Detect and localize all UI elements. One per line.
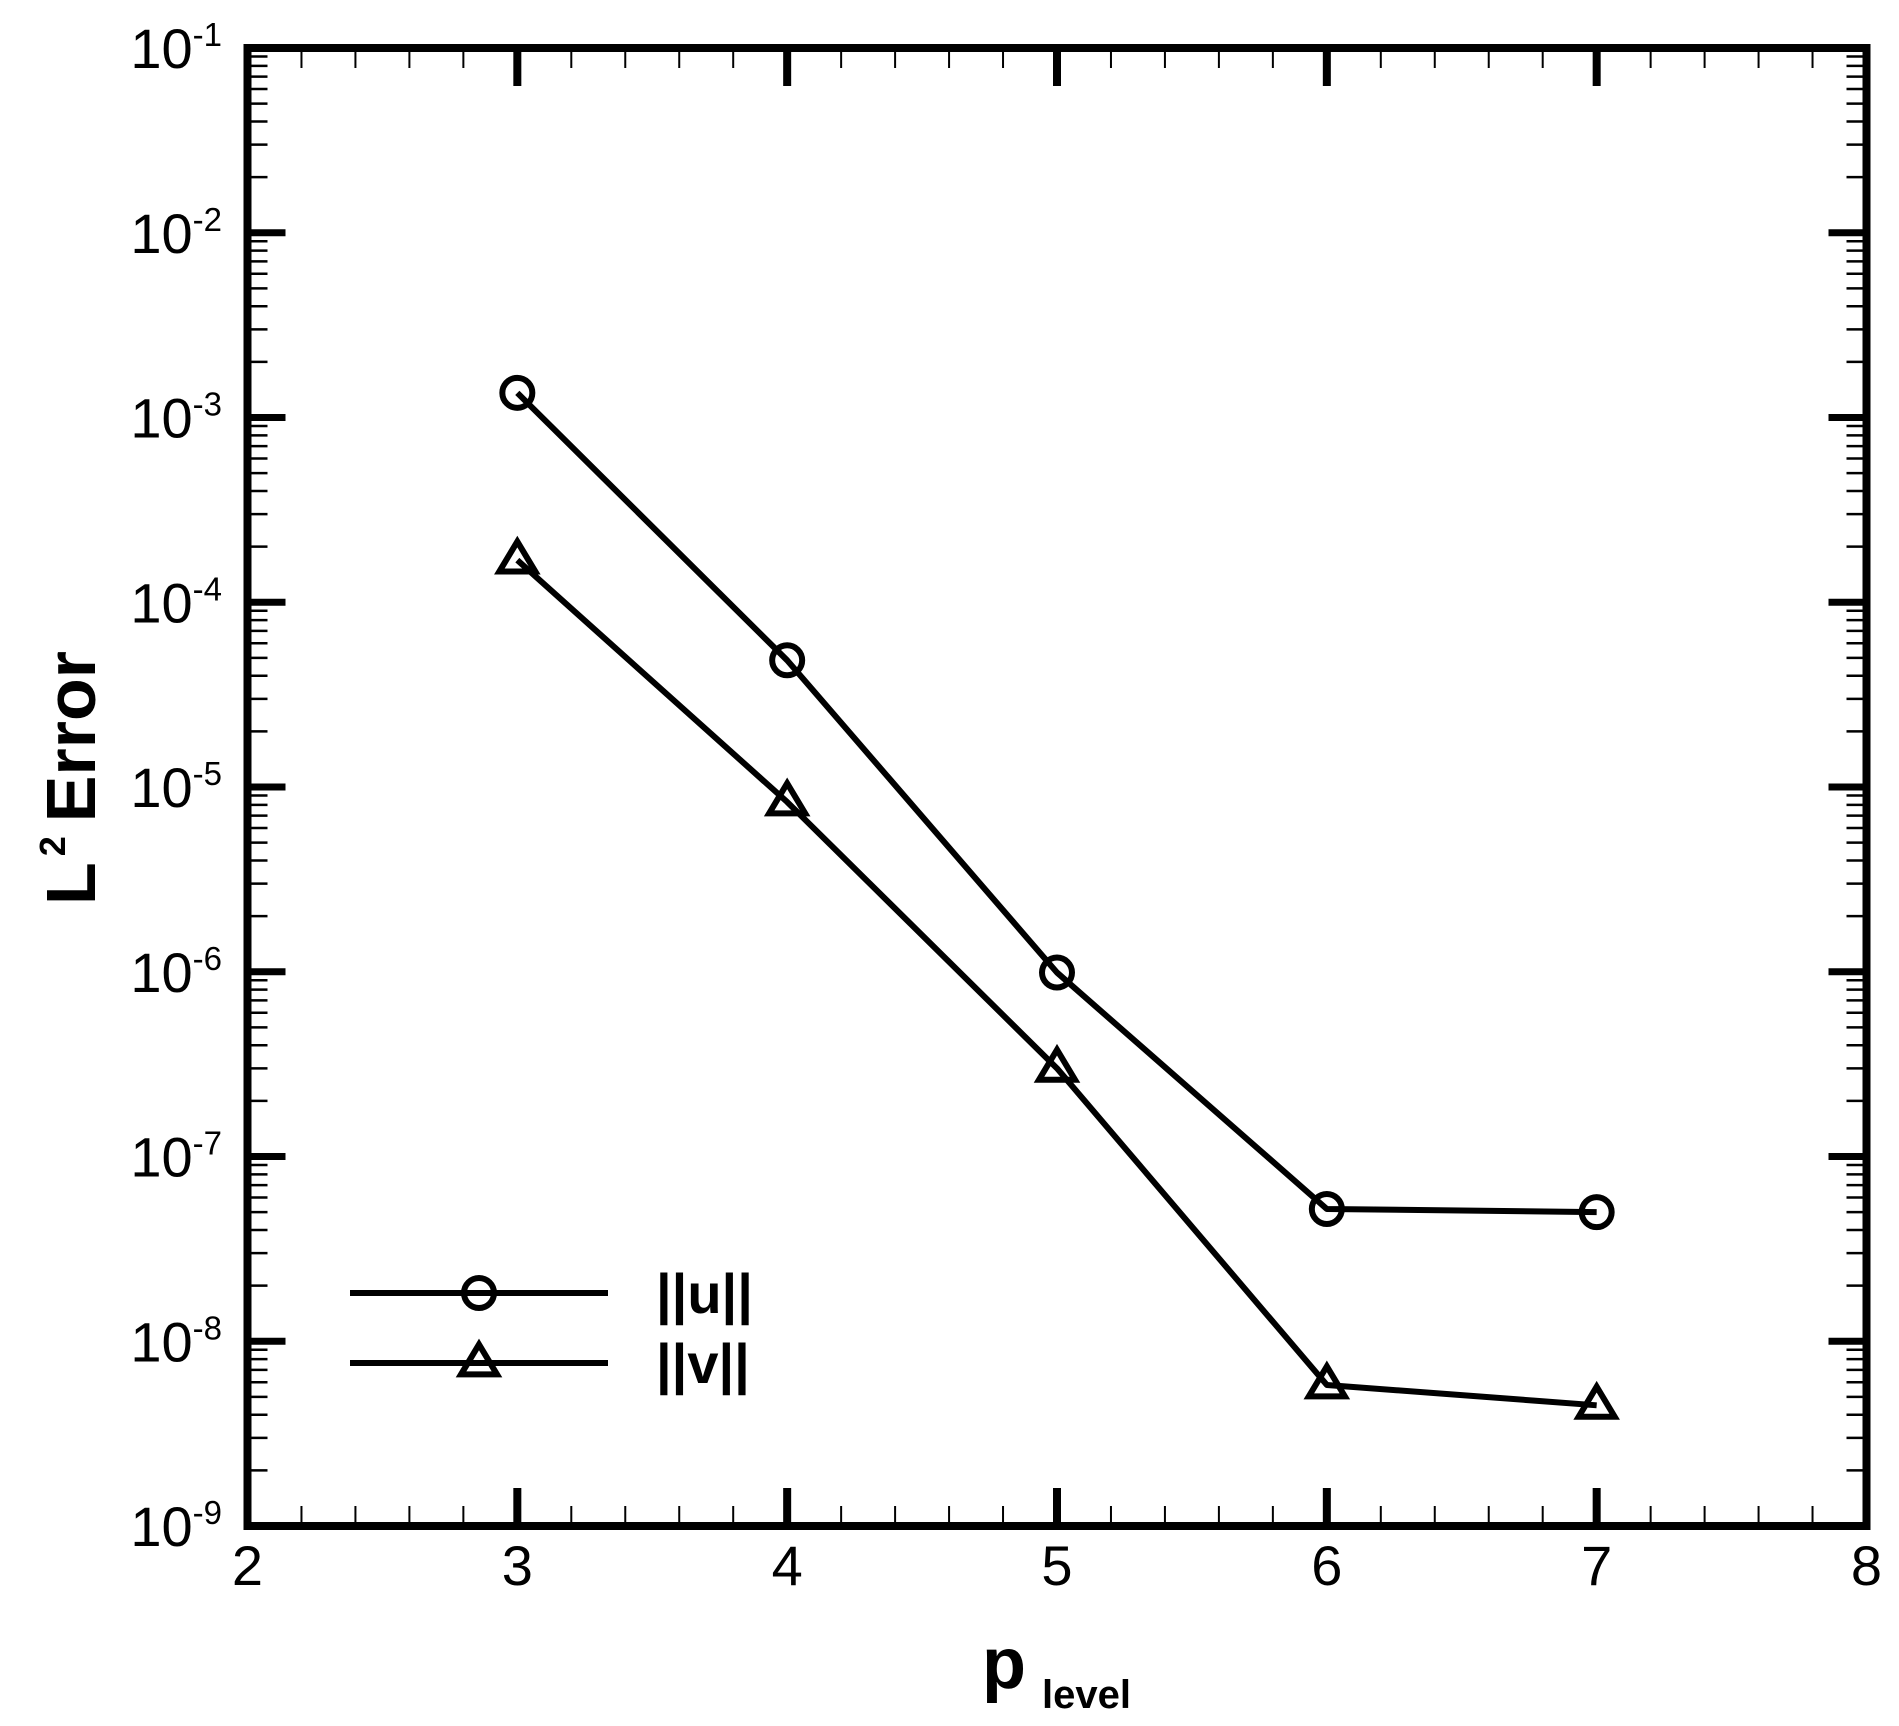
legend-label: ||v|| [656, 1332, 750, 1396]
y-tick-label: 10-1 [130, 16, 222, 80]
y-tick-label: 10-7 [130, 1125, 222, 1189]
y-tick-label: 10-8 [130, 1309, 222, 1373]
triangle-marker-icon [1573, 1380, 1620, 1420]
legend: ||u||||v|| [350, 1262, 753, 1396]
triangle-marker-icon [763, 777, 811, 817]
y-tick-label: 10-3 [130, 386, 222, 450]
x-axis-title: p level [982, 1624, 1131, 1717]
y-axis-title: L2Error [32, 651, 110, 905]
y-tick-label: 10-6 [130, 940, 222, 1004]
x-tick-label: 7 [1581, 1534, 1612, 1597]
y-tick-label: 10-2 [130, 201, 222, 265]
y-tick-label: 10-4 [130, 570, 222, 634]
legend-item: ||u|| [350, 1262, 753, 1326]
plot-frame [243, 44, 1871, 1530]
series-line [515, 557, 1597, 1409]
legend-label: ||u|| [656, 1262, 753, 1326]
x-tick-label: 5 [1041, 1534, 1072, 1597]
x-tick-label: 6 [1311, 1534, 1342, 1597]
x-tick-label: 2 [232, 1534, 263, 1597]
triangle-marker-icon [1033, 1043, 1081, 1083]
circle-marker-icon [1578, 1194, 1615, 1231]
legend-item: ||v|| [350, 1332, 750, 1396]
circle-marker-icon [1039, 954, 1075, 991]
circle-marker-icon [461, 1275, 497, 1311]
y-tick-label: 10-9 [130, 1494, 222, 1558]
series-u [499, 374, 1615, 1231]
y-tick-label: 10-5 [130, 755, 222, 819]
series-line [515, 390, 1597, 1216]
x-tick-label: 3 [502, 1534, 533, 1597]
plot-series [494, 374, 1620, 1420]
series-v [494, 535, 1620, 1420]
triangle-marker-icon [1303, 1360, 1351, 1400]
axis-tick-labels: 2 3 4 5 6 7 8 10-1 10-2 10-3 10-4 10-5 10-6 10-7 10-8 1… [130, 16, 1882, 1597]
triangle-marker-icon [455, 1338, 503, 1378]
circle-marker-icon [1308, 1190, 1345, 1227]
x-tick-label: 8 [1851, 1534, 1882, 1597]
x-tick-label: 4 [772, 1534, 803, 1597]
triangle-marker-icon [494, 535, 541, 575]
circle-marker-icon [499, 374, 536, 411]
circle-marker-icon [769, 642, 806, 679]
